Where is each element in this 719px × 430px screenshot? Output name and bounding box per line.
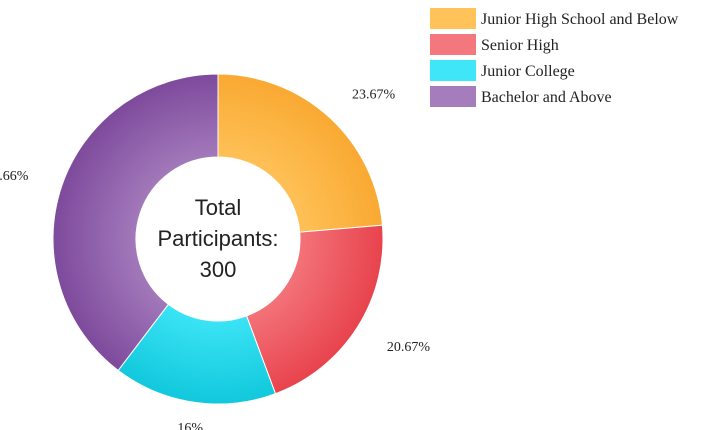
legend-swatch-senior-high <box>430 34 476 55</box>
donut-center-hole <box>136 157 300 321</box>
legend-label-bachelor-and-above: Bachelor and Above <box>481 89 612 106</box>
legend-label-junior-college: Junior College <box>481 63 575 80</box>
center-text-line1: Total <box>195 195 241 220</box>
percentage-labels: 23.67% 20.67% 16% 39.66% <box>0 87 430 430</box>
legend-swatch-junior-high-school-and-below <box>430 8 476 29</box>
legend: Junior High School and Below Senior High J… <box>430 8 679 107</box>
center-text-line2: Participants: <box>157 226 278 251</box>
data-label-junior-high-school-and-below: 23.67% <box>352 87 396 102</box>
data-label-senior-high: 20.67% <box>387 340 431 355</box>
center-text-line3: 300 <box>200 257 237 282</box>
slice-senior-high <box>245 224 384 395</box>
slices-layer <box>52 73 384 405</box>
legend-label-junior-high-school-and-below: Junior High School and Below <box>481 11 679 28</box>
data-label-junior-college: 16% <box>177 421 203 430</box>
data-label-bachelor-and-above: 39.66% <box>0 169 29 184</box>
legend-swatch-junior-college <box>430 60 476 81</box>
legend-label-senior-high: Senior High <box>481 37 559 54</box>
center-text: Total Participants: 300 <box>157 195 278 282</box>
legend-swatch-bachelor-and-above <box>430 86 476 107</box>
